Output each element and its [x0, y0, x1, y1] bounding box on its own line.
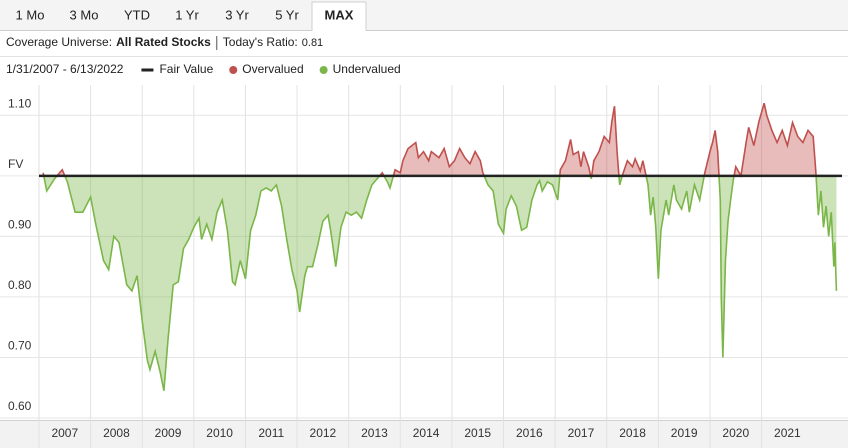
legend-label: Fair Value — [159, 62, 213, 76]
x-tick-label: 2012 — [310, 426, 337, 440]
legend-label: Undervalued — [333, 62, 401, 76]
y-tick-label: 0.60 — [8, 399, 32, 413]
tab-label[interactable]: 3 Mo — [70, 7, 99, 22]
y-tick-label: FV — [8, 157, 23, 171]
above-area — [43, 103, 837, 176]
x-tick-label: 2008 — [103, 426, 130, 440]
tab-label[interactable]: MAX — [325, 7, 354, 22]
y-tick-label: 1.10 — [8, 96, 32, 110]
legend-label: Overvalued — [242, 62, 303, 76]
x-tick-label: 2021 — [774, 426, 801, 440]
x-tick-label: 2011 — [258, 426, 284, 440]
y-tick-label: 0.70 — [8, 339, 32, 353]
x-axis-band — [0, 420, 848, 448]
universe-value: All Rated Stocks — [116, 35, 211, 49]
active-tab[interactable] — [311, 1, 367, 31]
x-tick-label: 2007 — [51, 426, 78, 440]
tab-label[interactable]: YTD — [124, 7, 150, 22]
legend-swatch — [229, 66, 238, 74]
below-area — [43, 175, 837, 391]
y-tick-label: 0.80 — [8, 278, 32, 292]
tab-label[interactable]: 1 Yr — [175, 7, 199, 22]
universe-label: Coverage Universe: — [6, 35, 112, 49]
x-tick-label: 2019 — [671, 426, 698, 440]
tab-label[interactable]: 3 Yr — [225, 7, 249, 22]
ratio-label: Today's Ratio: — [223, 35, 298, 49]
x-tick-label: 2014 — [413, 426, 440, 440]
x-tick-label: 2010 — [206, 426, 233, 440]
x-tick-label: 2016 — [516, 426, 543, 440]
x-tick-label: 2015 — [464, 426, 491, 440]
y-tick-label: 0.90 — [8, 218, 32, 232]
ratio-value: 0.81 — [302, 37, 323, 49]
x-tick-label: 2018 — [619, 426, 646, 440]
below-line — [42, 175, 838, 391]
x-tick-label: 2020 — [722, 426, 749, 440]
x-tick-label: 2017 — [568, 426, 595, 440]
tab-bar — [0, 0, 848, 30]
tab-label[interactable]: 1 Mo — [16, 7, 45, 22]
legend-swatch — [319, 66, 328, 74]
x-tick-label: 2013 — [361, 426, 388, 440]
x-tick-label: 2009 — [155, 426, 182, 440]
tab-label[interactable]: 5 Yr — [275, 7, 299, 22]
date-range: 1/31/2007 - 6/13/2022 — [6, 62, 124, 76]
